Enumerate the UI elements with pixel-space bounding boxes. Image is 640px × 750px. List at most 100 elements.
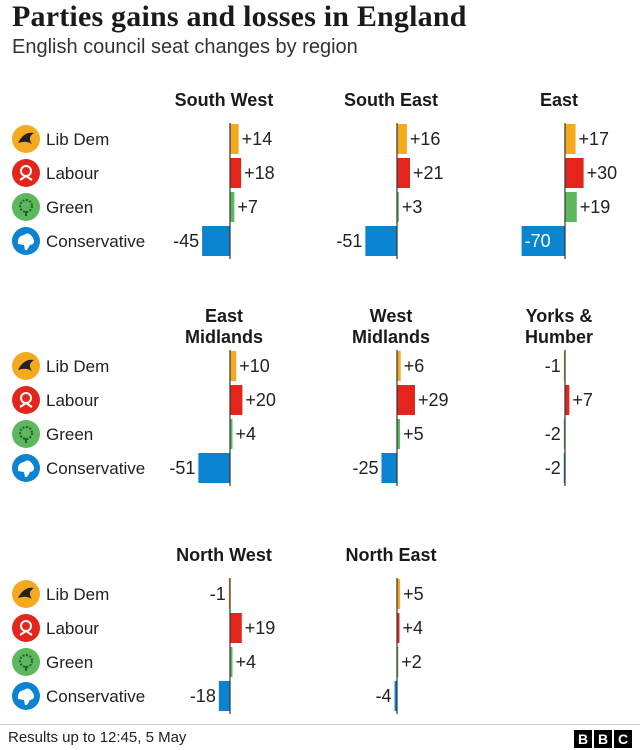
- lib-dem-bird-icon: [12, 580, 40, 608]
- data-label: +18: [244, 163, 275, 183]
- region-panel: North East +5 +4 +2 -4: [345, 545, 437, 714]
- legend-label: Conservative: [46, 687, 145, 706]
- region-title: Yorks & Humber: [525, 306, 593, 347]
- chart-title: Parties gains and losses in England: [12, 0, 467, 33]
- green-tree-icon: [12, 193, 40, 221]
- legend-label: Conservative: [46, 232, 145, 251]
- data-label: -51: [169, 458, 195, 478]
- data-label: +30: [587, 163, 618, 183]
- bar: [521, 226, 565, 256]
- bar: [397, 647, 399, 677]
- legend-label: Labour: [46, 619, 99, 638]
- legend-label: Lib Dem: [46, 130, 109, 149]
- data-label: +19: [580, 197, 611, 217]
- data-label: +17: [579, 129, 610, 149]
- region-title: South East: [344, 90, 438, 110]
- region-panel: East+17 +30 +19 -70: [521, 90, 618, 259]
- data-label: -25: [352, 458, 378, 478]
- data-label: +7: [572, 390, 593, 410]
- footer-divider: [0, 724, 640, 725]
- data-label: +5: [403, 584, 424, 604]
- data-label: +3: [402, 197, 423, 217]
- region-panel: North West -1 +19 +4 -18: [176, 545, 275, 714]
- legend-label: Lib Dem: [46, 585, 109, 604]
- bar: [397, 613, 400, 643]
- legend: Lib Dem Labour Green Conservative: [12, 352, 145, 482]
- bar: [394, 681, 397, 711]
- region-title: North West: [176, 545, 272, 565]
- data-label: +10: [239, 356, 270, 376]
- bar: [202, 226, 230, 256]
- data-label: +21: [413, 163, 444, 183]
- bbc-logo-letter: B: [594, 730, 612, 748]
- legend-label: Conservative: [46, 459, 145, 478]
- bar: [565, 385, 570, 415]
- bbc-logo: B B C: [574, 730, 632, 748]
- region-title: West Midlands: [352, 306, 430, 347]
- bar: [397, 579, 401, 609]
- chart-subtitle: English council seat changes by region: [12, 36, 358, 58]
- bar: [565, 124, 576, 154]
- data-label: +19: [245, 618, 276, 638]
- data-label: -51: [336, 231, 362, 251]
- data-label: +4: [402, 618, 423, 638]
- region-title: East: [540, 90, 578, 110]
- region-panel: East Midlands +10 +20 +4 -51: [169, 306, 276, 486]
- data-label: -45: [173, 231, 199, 251]
- bar: [565, 192, 577, 222]
- data-label: +4: [235, 652, 256, 672]
- bar: [397, 385, 415, 415]
- data-label: +5: [403, 424, 424, 444]
- conservative-tree-icon: [12, 227, 40, 255]
- bar: [397, 351, 401, 381]
- data-label: -70: [525, 231, 551, 251]
- bar: [381, 453, 397, 483]
- bbc-logo-letter: C: [614, 730, 632, 748]
- data-label: -1: [545, 356, 561, 376]
- bar: [230, 351, 237, 381]
- bar: [397, 419, 401, 449]
- green-tree-icon: [12, 420, 40, 448]
- region-panel: South West +14 +18 +7 -45: [173, 90, 275, 259]
- bar: [230, 192, 235, 222]
- data-label: +2: [401, 652, 422, 672]
- lib-dem-bird-icon: [12, 352, 40, 380]
- bar: [365, 226, 397, 256]
- bar: [563, 419, 565, 449]
- labour-rose-icon: [12, 159, 40, 187]
- bar: [218, 681, 230, 711]
- bar: [230, 124, 239, 154]
- data-label: -4: [376, 686, 392, 706]
- chart-canvas: Lib Dem Labour Green Conservative Lib Dem Lab…: [12, 90, 618, 714]
- legend-label: Labour: [46, 164, 99, 183]
- legend-label: Lib Dem: [46, 357, 109, 376]
- legend-label: Green: [46, 198, 93, 217]
- bar: [198, 453, 230, 483]
- legend: Lib Dem Labour Green Conservative: [12, 125, 145, 255]
- data-label: +20: [245, 390, 276, 410]
- lib-dem-bird-icon: [12, 125, 40, 153]
- labour-rose-icon: [12, 614, 40, 642]
- region-title: East Midlands: [185, 306, 263, 347]
- data-label: +7: [237, 197, 258, 217]
- bar: [397, 192, 399, 222]
- data-label: -1: [210, 584, 226, 604]
- bar: [397, 124, 407, 154]
- bar: [565, 158, 584, 188]
- legend: Lib Dem Labour Green Conservative: [12, 580, 145, 710]
- data-label: +6: [404, 356, 425, 376]
- data-label: +4: [235, 424, 256, 444]
- region-panel: West Midlands +6 +29 +5 -25: [352, 306, 449, 486]
- conservative-tree-icon: [12, 682, 40, 710]
- conservative-tree-icon: [12, 454, 40, 482]
- labour-rose-icon: [12, 386, 40, 414]
- bar: [230, 613, 242, 643]
- bar: [230, 385, 243, 415]
- data-label: +29: [418, 390, 449, 410]
- legend-label: Green: [46, 425, 93, 444]
- bar: [230, 158, 242, 188]
- region-title: North East: [345, 545, 436, 565]
- data-label: -2: [545, 424, 561, 444]
- region-panel: Yorks & Humber -1 +7 -2 -2: [525, 306, 593, 486]
- region-panel: South East +16 +21 +3 -51: [336, 90, 444, 259]
